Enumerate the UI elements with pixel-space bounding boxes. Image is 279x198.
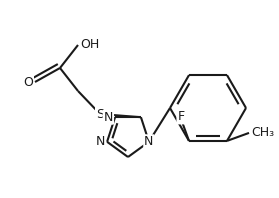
Text: S: S (96, 108, 104, 121)
Text: OH: OH (80, 38, 99, 51)
Text: N: N (96, 135, 105, 148)
Text: F: F (177, 110, 185, 123)
Text: N: N (144, 135, 154, 148)
Text: N: N (104, 111, 113, 124)
Text: O: O (23, 75, 33, 89)
Text: CH₃: CH₃ (251, 126, 274, 139)
